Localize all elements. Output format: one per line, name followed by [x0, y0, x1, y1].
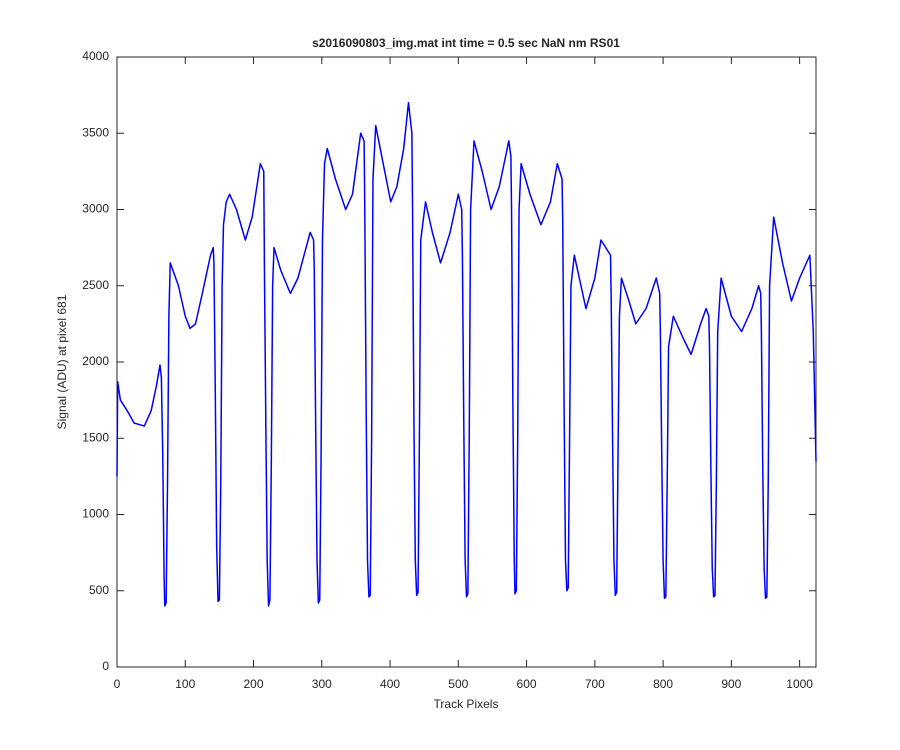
- chart-title: s2016090803_img.mat int time = 0.5 sec N…: [312, 36, 620, 50]
- x-tick-label: 0: [114, 677, 121, 691]
- x-tick-label: 1000: [786, 677, 813, 691]
- y-tick-label: 1000: [82, 507, 109, 521]
- y-tick-label: 0: [102, 659, 109, 673]
- y-tick-label: 4000: [82, 49, 109, 63]
- y-tick-label: 1500: [82, 430, 109, 444]
- data-line: [116, 102, 817, 607]
- x-tick-label: 100: [175, 677, 195, 691]
- x-axis-label: Track Pixels: [434, 697, 499, 711]
- x-tick-label: 400: [380, 677, 400, 691]
- y-tick-label: 3500: [82, 125, 109, 139]
- y-axis-label: Signal (ADU) at pixel 681: [55, 294, 69, 429]
- x-tick-label: 600: [517, 677, 537, 691]
- y-tick-label: 3000: [82, 202, 109, 216]
- x-tick-label: 200: [244, 677, 264, 691]
- x-tick-label: 800: [653, 677, 673, 691]
- x-tick-label: 500: [448, 677, 468, 691]
- y-tick-label: 2000: [82, 354, 109, 368]
- x-tick-label: 900: [721, 677, 741, 691]
- y-tick-label: 500: [89, 583, 109, 597]
- x-tick-label: 700: [585, 677, 605, 691]
- x-tick-label: 300: [312, 677, 332, 691]
- y-tick-label: 2500: [82, 278, 109, 292]
